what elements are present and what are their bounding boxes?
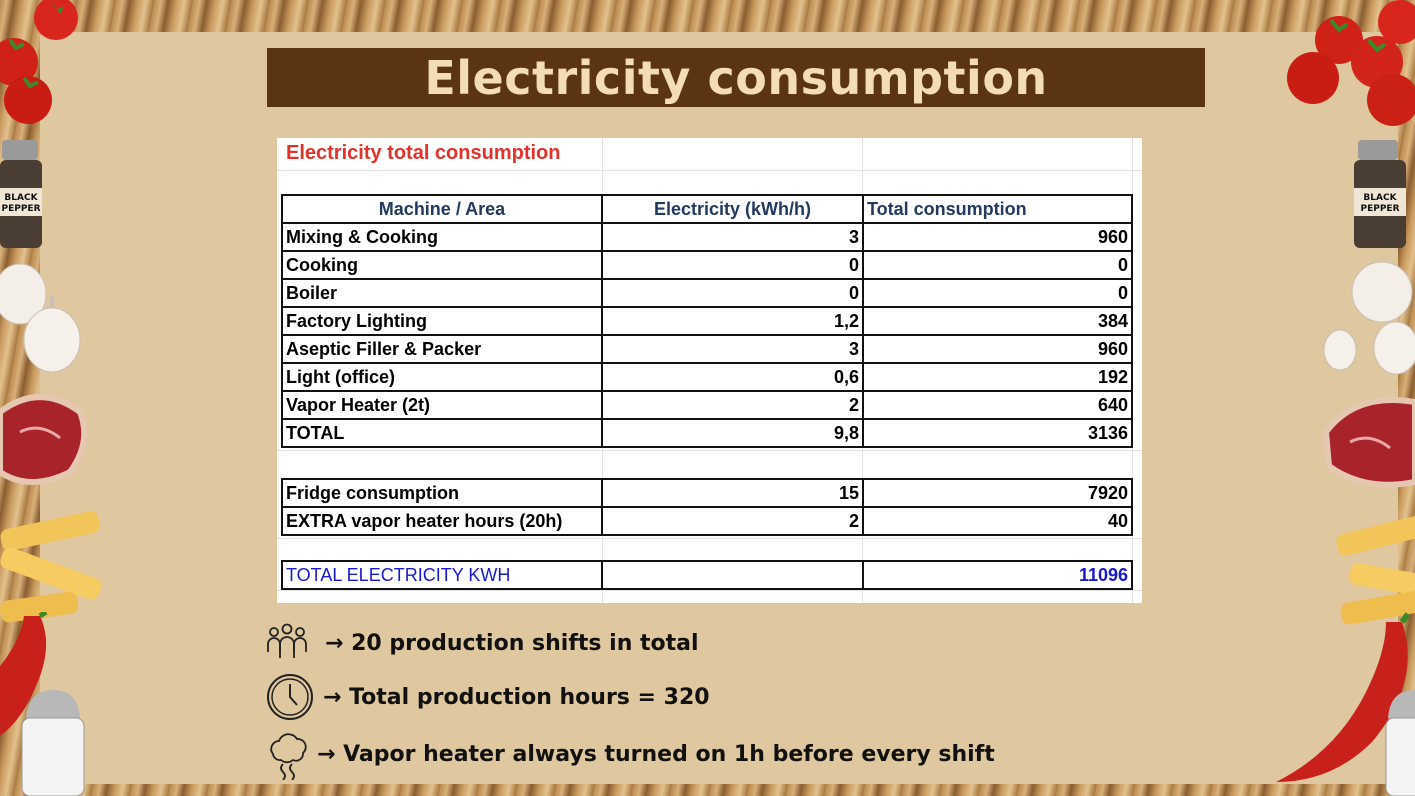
cell-area: Boiler [281,278,603,308]
bullet-text: → 20 production shifts in total [325,630,699,656]
grid-line [277,538,1142,539]
table-row: Mixing & Cooking 3 960 [281,222,1133,252]
consumption-table: Machine / Area Electricity (kWh/h) Total… [281,194,1133,448]
grid-line [1132,138,1133,603]
total-row: TOTAL 9,8 3136 [281,418,1133,448]
grid-line [277,590,1142,591]
table-row: Vapor Heater (2t) 2 640 [281,390,1133,420]
cell-total: 192 [862,362,1133,392]
penne-pasta-icon [1336,515,1415,625]
cell-total: 0 [862,278,1133,308]
grid-line [277,170,1142,171]
black-pepper-shaker-icon: BLACK PEPPER [1354,140,1406,248]
pepper-label: BLACK [4,193,38,203]
bullet-hours: → Total production hours = 320 [265,672,710,722]
cell-area: Cooking [281,250,603,280]
cell-total: 640 [862,390,1133,420]
cell-total-sum: 3136 [862,418,1133,448]
grand-total-value: 11096 [862,560,1133,590]
pepper-label: PEPPER [1,204,40,214]
cell-kwh: 0 [601,278,864,308]
extra-table: Fridge consumption 15 7920 EXTRA vapor h… [281,478,1133,536]
table-row: Light (office) 0,6 192 [281,362,1133,392]
column-header-total: Total consumption [862,194,1133,224]
people-group-icon [267,623,307,658]
cell-kwh: 2 [601,506,864,536]
cell-kwh: 3 [601,222,864,252]
grand-total-label: TOTAL ELECTRICITY KWH [281,560,603,590]
pepper-label: BLACK [1363,193,1397,203]
bullet-vapor: → Vapor heater always turned on 1h befor… [265,728,995,780]
table-row: Boiler 0 0 [281,278,1133,308]
cell-total: 960 [862,222,1133,252]
title-bar: Electricity consumption [267,48,1205,107]
cell-kwh: 3 [601,334,864,364]
cell-kwh: 1,2 [601,306,864,336]
cell-total-label: TOTAL [281,418,603,448]
table-row: Aseptic Filler & Packer 3 960 [281,334,1133,364]
salt-shaker-icon [21,690,85,796]
steam-icon [270,733,307,780]
cell-area: Aseptic Filler & Packer [281,334,603,364]
cell-total: 960 [862,334,1133,364]
grand-total-table: TOTAL ELECTRICITY KWH 11096 [281,560,1133,590]
clock-icon [267,674,313,720]
chili-pepper-icon [1276,612,1411,782]
sheet-title: Electricity total consumption [286,142,561,164]
bullet-shifts: → 20 production shifts in total [265,622,699,664]
black-pepper-shaker-icon: BLACK PEPPER [0,140,42,248]
column-header-kwh: Electricity (kWh/h) [601,194,864,224]
cell-kwh: 0 [601,250,864,280]
pepper-label: PEPPER [1360,204,1399,214]
cell-total: 40 [862,506,1133,536]
cell-area: Vapor Heater (2t) [281,390,603,420]
grand-total-empty [601,560,864,590]
table-row: EXTRA vapor heater hours (20h) 2 40 [281,506,1133,536]
cell-total: 7920 [862,478,1133,508]
cell-total-kwh: 9,8 [601,418,864,448]
table-row: Cooking 0 0 [281,250,1133,280]
cell-area: Fridge consumption [281,478,603,508]
cell-area: Factory Lighting [281,306,603,336]
bullet-text: → Total production hours = 320 [323,684,710,710]
spreadsheet: Electricity total consumption Machine / … [277,138,1142,603]
table-row: Fridge consumption 15 7920 [281,478,1133,508]
cell-area: Mixing & Cooking [281,222,603,252]
tomato-icon [1287,0,1415,126]
cell-total: 0 [862,250,1133,280]
table-header-row: Machine / Area Electricity (kWh/h) Total… [281,194,1133,224]
penne-pasta-icon [0,511,102,623]
cell-area: EXTRA vapor heater hours (20h) [281,506,603,536]
grid-line [277,450,1142,451]
grand-total-row: TOTAL ELECTRICITY KWH 11096 [281,560,1133,590]
table-row: Factory Lighting 1,2 384 [281,306,1133,336]
bullet-text: → Vapor heater always turned on 1h befor… [317,741,995,767]
chili-pepper-icon [0,612,48,736]
garlic-icon [0,263,81,373]
salt-shaker-icon [1385,690,1415,796]
tomato-icon [0,0,78,124]
cell-total: 384 [862,306,1133,336]
page-title: Electricity consumption [424,50,1048,105]
garlic-icon [1323,261,1415,375]
steak-icon [1322,397,1415,488]
cell-kwh: 0,6 [601,362,864,392]
cell-area: Light (office) [281,362,603,392]
steak-icon [0,394,88,485]
cell-kwh: 15 [601,478,864,508]
column-header-area: Machine / Area [281,194,603,224]
cell-kwh: 2 [601,390,864,420]
